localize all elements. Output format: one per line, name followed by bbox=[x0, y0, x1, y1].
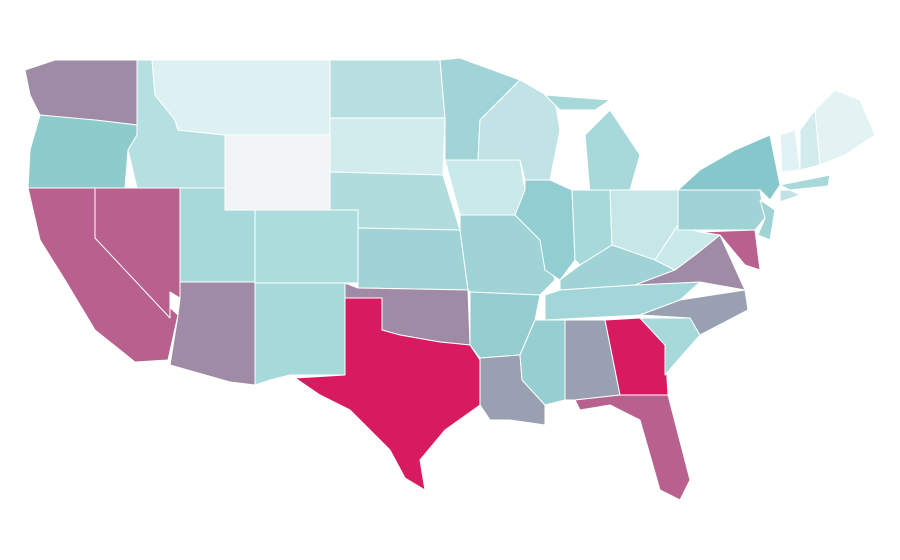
region bbox=[677, 134, 781, 201]
region bbox=[574, 394, 691, 501]
region bbox=[329, 59, 446, 119]
regions bbox=[24, 57, 876, 501]
region bbox=[779, 189, 801, 203]
region bbox=[544, 281, 701, 321]
region bbox=[27, 114, 138, 189]
region bbox=[757, 199, 776, 241]
region bbox=[151, 59, 331, 136]
region bbox=[699, 229, 761, 271]
region bbox=[357, 227, 469, 291]
region bbox=[294, 297, 481, 491]
region bbox=[254, 282, 346, 386]
region bbox=[639, 289, 749, 336]
region bbox=[329, 117, 446, 176]
region bbox=[677, 189, 766, 231]
region bbox=[514, 179, 576, 281]
region bbox=[544, 94, 611, 111]
region bbox=[254, 209, 359, 284]
region bbox=[814, 89, 876, 166]
region bbox=[224, 134, 331, 211]
region bbox=[779, 174, 831, 191]
